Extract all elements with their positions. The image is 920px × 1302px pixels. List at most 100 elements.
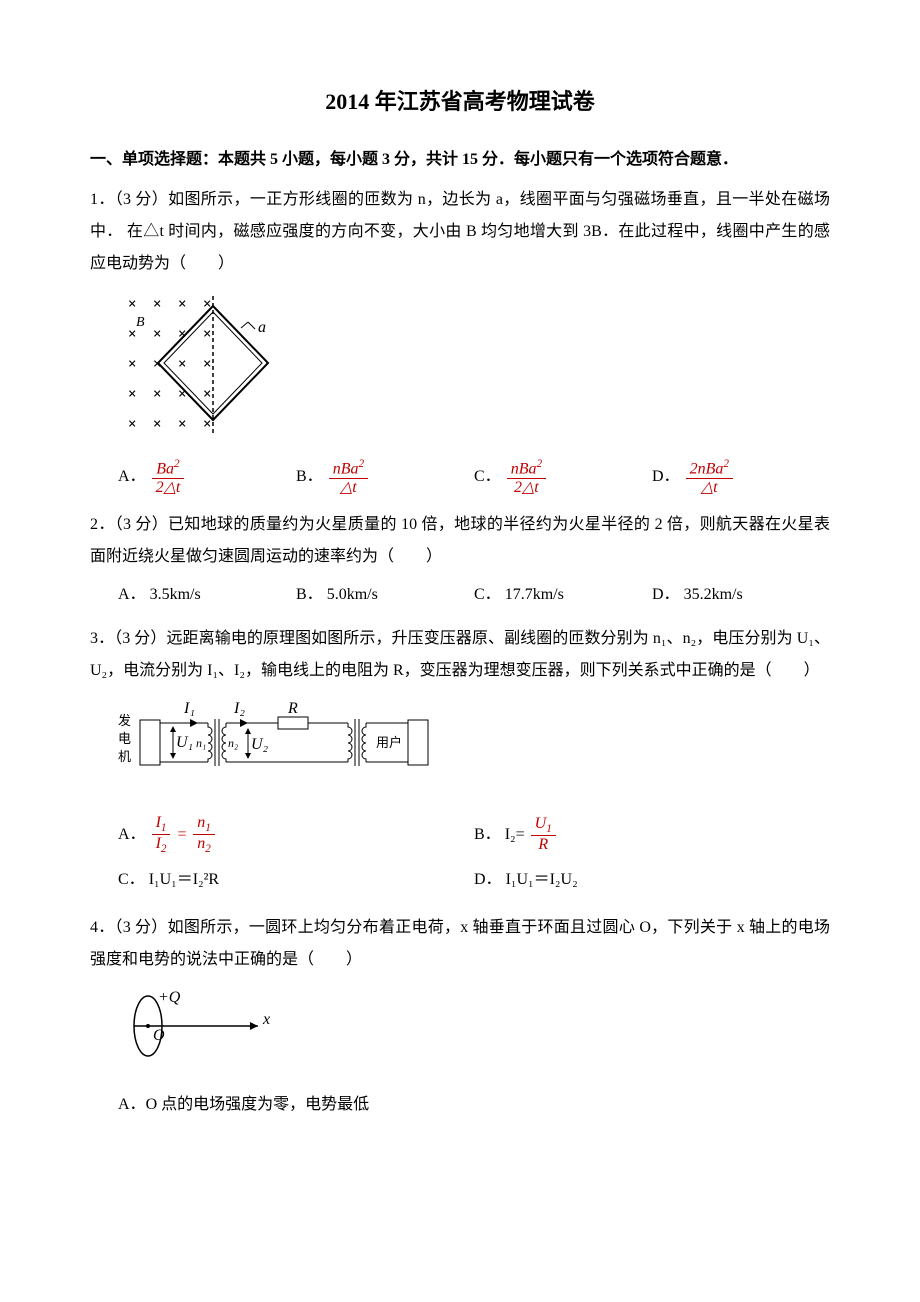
gen-label-3: 机: [118, 749, 131, 764]
q2-choice-d: D．35.2km/s: [652, 579, 830, 611]
label: B．: [296, 461, 323, 493]
frac: nBa2 △t: [329, 458, 368, 497]
lhs: I₂=: [505, 819, 525, 851]
den: 2△t: [510, 479, 543, 497]
svg-text:×: ×: [153, 386, 161, 402]
label: A．: [118, 579, 146, 611]
d: R: [534, 836, 552, 854]
svg-text:×: ×: [153, 326, 161, 342]
q1-choice-c: C． nBa2 2△t: [474, 458, 652, 497]
text: 35.2km/s: [684, 579, 743, 611]
svg-text:×: ×: [128, 356, 136, 372]
q2-text: 已知地球的质量约为火星质量的 10 倍，地球的半径约为火星半径的 2 倍，则航天…: [90, 516, 830, 565]
i2-label: I₂: [233, 700, 245, 717]
q2-choice-b: B．5.0km/s: [296, 579, 474, 611]
num: nBa: [333, 460, 359, 477]
svg-text:×: ×: [203, 386, 211, 402]
num: Ba: [156, 460, 174, 477]
label: D．: [652, 579, 680, 611]
s: 1: [205, 822, 211, 834]
s: 1: [546, 823, 552, 835]
label: B．: [296, 579, 323, 611]
text: I₁U₁＝I₂²R: [149, 864, 219, 896]
q1-text: 如图所示，一正方形线圈的匝数为 n，边长为 a，线圈平面与匀强磁场垂直，且一半处…: [90, 191, 830, 272]
s: 2: [161, 843, 167, 855]
n: U: [535, 815, 547, 832]
svg-text:×: ×: [153, 296, 161, 312]
text: O 点的电场强度为零，电势最低: [146, 1096, 370, 1113]
n1-label: n₁: [196, 736, 206, 750]
den: △t: [336, 479, 361, 497]
frac: Ba2 2△t: [152, 458, 185, 497]
svg-text:×: ×: [203, 326, 211, 342]
q4-figure: +Q O x: [118, 984, 830, 1081]
frac: 2nBa2 △t: [686, 458, 733, 497]
q2-choices: A．3.5km/s B．5.0km/s C．17.7km/s D．35.2km/…: [90, 579, 830, 611]
b-label: B: [136, 315, 145, 330]
q4-body: 4．（3 分）如图所示，一圆环上均匀分布着正电荷，x 轴垂直于环面且过圆心 O，…: [90, 912, 830, 976]
sup: 2: [723, 458, 729, 470]
q4-text: 如图所示，一圆环上均匀分布着正电荷，x 轴垂直于环面且过圆心 O，下列关于 x …: [90, 919, 830, 968]
q1-body: 1．（3 分）如图所示，一正方形线圈的匝数为 n，边长为 a，线圈平面与匀强磁场…: [90, 184, 830, 280]
svg-text:×: ×: [153, 416, 161, 432]
svg-text:×: ×: [128, 386, 136, 402]
q3-choice-c: C． I₁U₁＝I₂²R: [118, 864, 474, 896]
label: A．: [118, 461, 146, 493]
q1-choice-a: A． Ba2 2△t: [118, 458, 296, 497]
svg-text:×: ×: [128, 416, 136, 432]
label: A．: [118, 1096, 146, 1113]
q2-points: （3 分）: [115, 516, 168, 533]
q3-points: （3 分）: [114, 630, 166, 647]
q-label: +Q: [158, 989, 181, 1006]
q2-body: 2．（3 分）已知地球的质量约为火星质量的 10 倍，地球的半径约为火星半径的 …: [90, 509, 830, 573]
text: I₁U₁＝I₂U₂: [506, 864, 578, 896]
page-title: 2014 年江苏省高考物理试卷: [90, 80, 830, 124]
num: 2nBa: [690, 460, 724, 477]
o-label: O: [153, 1027, 165, 1044]
label: D．: [474, 864, 502, 896]
q2-num: 2: [90, 516, 98, 533]
frac: U1 R: [531, 815, 556, 854]
q1-figure: ×××× B ×××× ×××× ×××× ×××× a: [118, 288, 830, 450]
q3-choice-b: B． I₂= U1 R: [474, 814, 830, 856]
text: 5.0km/s: [327, 579, 378, 611]
svg-text:×: ×: [178, 416, 186, 432]
q4-num: 4: [90, 919, 98, 936]
user-label: 用户: [376, 735, 402, 750]
n2-label: n₂: [228, 736, 238, 750]
u2-label: U₂: [251, 736, 269, 753]
label: B．: [474, 819, 501, 851]
q3-body: 3．（3 分）远距离输电的原理图如图所示，升压变压器原、副线圈的匝数分别为 n₁…: [90, 623, 830, 687]
sup: 2: [174, 458, 180, 470]
svg-text:×: ×: [128, 326, 136, 342]
q4-points: （3 分）: [115, 919, 168, 936]
sup: 2: [536, 458, 542, 470]
i1-label: I₁: [183, 700, 195, 717]
section-header: 一、单项选择题：本题共 5 小题，每小题 3 分，共计 15 分．每小题只有一个…: [90, 144, 830, 176]
gen-label-2: 电: [118, 731, 131, 746]
q1-choice-b: B． nBa2 △t: [296, 458, 474, 497]
label: A．: [118, 819, 146, 851]
q1-points: （3 分）: [115, 191, 168, 208]
den: △t: [697, 479, 722, 497]
question-3: 3．（3 分）远距离输电的原理图如图所示，升压变压器原、副线圈的匝数分别为 n₁…: [90, 623, 830, 900]
question-4: 4．（3 分）如图所示，一圆环上均匀分布着正电荷，x 轴垂直于环面且过圆心 O，…: [90, 912, 830, 1121]
q1-num: 1: [90, 191, 98, 208]
svg-text:×: ×: [178, 296, 186, 312]
label: C．: [474, 461, 501, 493]
svg-text:×: ×: [203, 356, 211, 372]
q2-choice-c: C．17.7km/s: [474, 579, 652, 611]
question-2: 2．（3 分）已知地球的质量约为火星质量的 10 倍，地球的半径约为火星半径的 …: [90, 509, 830, 611]
a-label: a: [258, 319, 266, 336]
text: 17.7km/s: [505, 579, 564, 611]
gen-label-1: 发: [118, 713, 131, 728]
q3-num: 3: [90, 630, 98, 647]
q3-figure: 发 电 机 I₁ U₁ n₁ n₂: [118, 695, 830, 802]
label: C．: [474, 579, 501, 611]
den: 2△t: [152, 479, 185, 497]
q3-choice-d: D． I₁U₁＝I₂U₂: [474, 864, 830, 896]
question-1: 1．（3 分）如图所示，一正方形线圈的匝数为 n，边长为 a，线圈平面与匀强磁场…: [90, 184, 830, 497]
svg-text:×: ×: [178, 356, 186, 372]
frac-r: n1 n2: [193, 814, 215, 856]
q3-choices: A． I1 I2 = n1 n2 B． I₂= U1 R C． I₁U₁＝I₂²…: [90, 810, 830, 900]
